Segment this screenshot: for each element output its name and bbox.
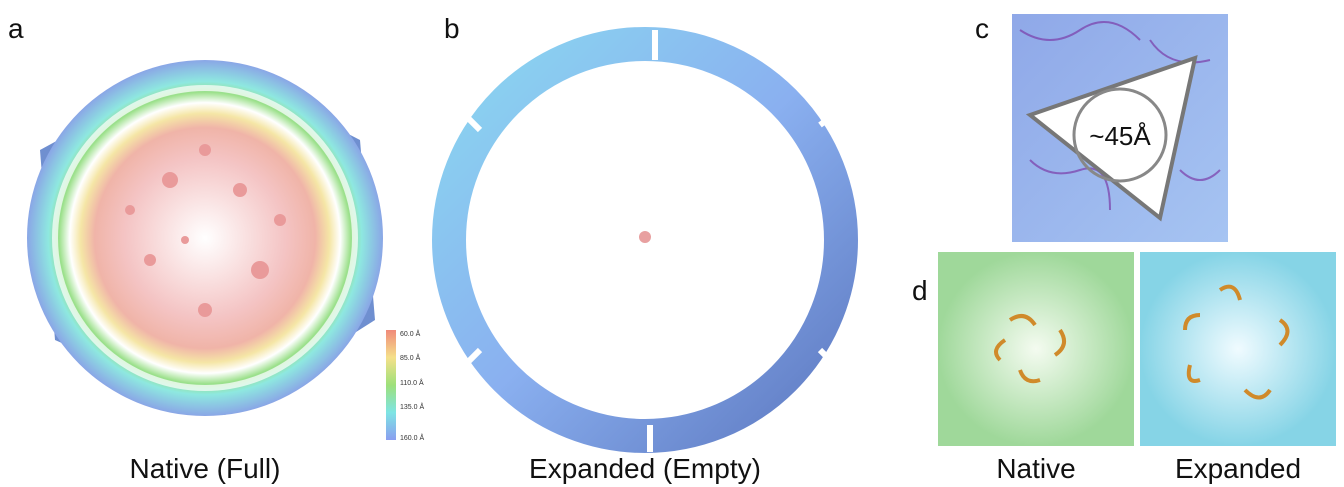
caption: Native xyxy=(996,453,1075,484)
caption: Expanded xyxy=(1175,453,1301,484)
capsid-map xyxy=(27,60,383,416)
key-label: 160.0 Å xyxy=(400,433,424,442)
panel-label: c xyxy=(975,13,989,44)
key-label: 85.0 Å xyxy=(400,353,421,362)
panel-b: b Expanded (Empty) xyxy=(444,13,841,484)
figure: 60.0 Å 85.0 Å 110.0 Å 135.0 Å 160.0 Å a … xyxy=(0,0,1344,487)
panel-a: 60.0 Å 85.0 Å 110.0 Å 135.0 Å 160.0 Å a … xyxy=(8,13,424,484)
panel-label: a xyxy=(8,13,24,44)
caption: Native (Full) xyxy=(130,453,281,484)
color-key xyxy=(386,330,396,440)
panel-label: b xyxy=(444,13,460,44)
panel-d: d Native Expanded xyxy=(912,252,1336,484)
key-label: 135.0 Å xyxy=(400,402,424,411)
center-density xyxy=(639,231,651,243)
annotation: ~45Å xyxy=(1089,121,1151,151)
key-label: 110.0 Å xyxy=(400,378,424,387)
caption: Expanded (Empty) xyxy=(529,453,761,484)
native-image xyxy=(938,252,1134,446)
expanded-image xyxy=(1140,252,1336,446)
panel-c: ~45Å c xyxy=(975,13,1228,242)
panel-label: d xyxy=(912,275,928,306)
key-label: 60.0 Å xyxy=(400,329,421,338)
